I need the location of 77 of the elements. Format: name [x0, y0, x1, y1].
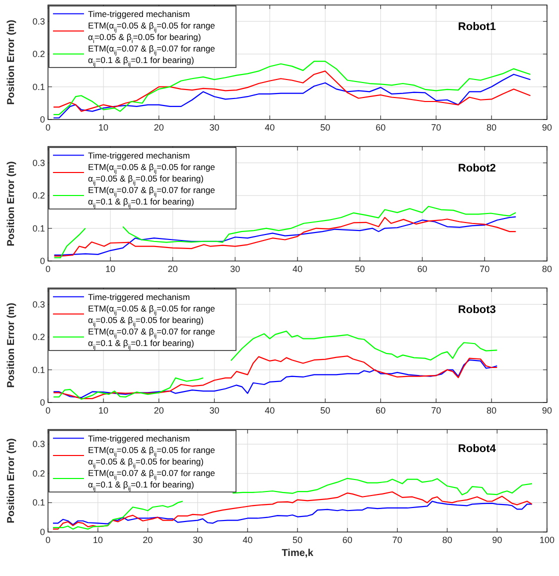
x-tick-label: 50 [320, 406, 330, 416]
x-tick-label: 10 [98, 406, 108, 416]
y-tick-label: 0.2 [32, 190, 45, 201]
x-tick-label: 90 [492, 535, 502, 545]
x-tick-label: 30 [209, 122, 220, 132]
y-tick-label: 0.1 [32, 498, 45, 508]
y-tick-label: 0.2 [32, 332, 45, 342]
y-axis-title: Position Error (m) [6, 302, 17, 388]
text: ETM(α$_{ij}$=0.07 & β$_{ij}$=0.07 for range α$_{ij}$=0.1 & β$_{ij}$=0.1 for bearing) [88, 43, 216, 68]
legend-label: Time-triggered mechanism [88, 292, 190, 302]
x-tick-label: 100 [539, 535, 555, 545]
annotation: Robot3 [458, 304, 496, 316]
x-tick-label: 50 [292, 535, 303, 545]
text: ETM(α$_{ij}$=0.05 & β$_{ij}$=0.05 for range α$_{i}$=0.05 & β$_{i}$=0.05 for bearing) [88, 20, 216, 45]
x-tick-label: 50 [320, 122, 330, 132]
x-tick-label: 20 [154, 406, 164, 416]
y-tick-label: 0 [40, 256, 45, 266]
x-tick-label: 20 [168, 264, 178, 274]
y-tick-label: 0.2 [32, 468, 45, 478]
x-tick-label: 80 [542, 264, 552, 274]
x-tick-label: 30 [230, 264, 240, 274]
x-tick-label: 80 [442, 535, 452, 545]
x-tick-label: 30 [209, 406, 220, 416]
line-series [52, 491, 533, 530]
text: ETM(α$_{ij}$=0.07 & β$_{ij}$=0.07 for range α$_{ij}$=0.1 & β$_{ij}$=0.1 for bearing) [88, 326, 216, 351]
y-tick-label: 0.3 [32, 299, 45, 310]
x-tick-label: 60 [376, 406, 386, 416]
x-tick-label: 20 [154, 122, 164, 132]
x-tick-label: 40 [292, 264, 303, 274]
text: ETM(α$_{ij}$=0.07 & β$_{ij}$=0.07 for range α$_{ij}$=0.1 & β$_{ij}$=0.1 for bearing) [88, 468, 216, 492]
x-tick-label: 90 [542, 122, 552, 132]
line-series [52, 70, 531, 112]
legend-label: Time-triggered mechanism [88, 433, 190, 444]
x-tick-label: 30 [192, 535, 203, 545]
x-tick-label: 70 [480, 264, 490, 274]
x-tick-label: 40 [264, 406, 275, 416]
x-tick-label: 20 [142, 535, 153, 545]
y-tick-label: 0.3 [32, 16, 45, 26]
x-tick-label: 10 [98, 122, 108, 132]
annotation: Robot1 [458, 21, 496, 34]
x-tick-label: 80 [486, 406, 497, 416]
text: ETM(α$_{ij}$=0.07 & β$_{ij}$=0.07 for range α$_{ij}$=0.1 & β$_{ij}$=0.1 for bearing) [88, 184, 216, 210]
y-tick-label: 0.1 [32, 223, 45, 234]
text: ETM(α$_{ij}$=0.05 & β$_{ij}$=0.05 for range α$_{ij}$=0.05 & β$_{ij}$=0.05 for bearing) [88, 162, 216, 186]
y-tick-label: 0.3 [32, 158, 45, 168]
text: ETM(α$_{ij}$=0.05 & β$_{ij}$=0.05 for range α$_{ij}$=0.05 & β$_{ij}$=0.05 for bearing) [88, 444, 216, 470]
annotation: Robot2 [458, 162, 496, 175]
y-axis-title: Position Error (m) [6, 20, 17, 105]
y-axis-title: Position Error (m) [6, 438, 17, 524]
x-tick-label: 10 [105, 264, 116, 274]
x-tick-label: 70 [431, 122, 442, 132]
x-tick-label: 60 [376, 122, 386, 132]
x-tick-label: 60 [342, 535, 352, 545]
text: ETM(α$_{ij}$=0.05 & β$_{ij}$=0.05 for range α$_{ij}$=0.05 & β$_{ij}$=0.05 for bearing) [88, 303, 216, 328]
y-tick-label: 0.2 [32, 49, 45, 60]
line-series [52, 500, 533, 526]
y-tick-label: 0.1 [32, 82, 45, 92]
x-tick-label: 60 [417, 264, 428, 274]
annotation: Robot4 [458, 443, 497, 456]
x-axis-title: Time,k [282, 548, 314, 559]
x-tick-label: 40 [242, 535, 253, 545]
x-tick-label: 70 [392, 535, 402, 545]
legend-label: Time-triggered mechanism [88, 150, 190, 160]
x-tick-label: 10 [92, 535, 103, 545]
line-series [52, 74, 531, 118]
x-tick-label: 90 [542, 406, 552, 416]
y-tick-label: 0.1 [32, 364, 45, 375]
legend-label: Time-triggered mechanism [88, 8, 190, 19]
y-tick-label: 0 [40, 114, 45, 124]
x-tick-label: 70 [431, 406, 442, 416]
y-axis-title: Position Error (m) [6, 161, 17, 246]
x-tick-label: 50 [354, 264, 365, 274]
x-tick-label: 80 [486, 122, 497, 132]
y-tick-label: 0.3 [32, 439, 45, 450]
y-tick-label: 0 [40, 527, 45, 537]
x-tick-label: 40 [264, 122, 275, 132]
y-tick-label: 0 [40, 398, 45, 408]
